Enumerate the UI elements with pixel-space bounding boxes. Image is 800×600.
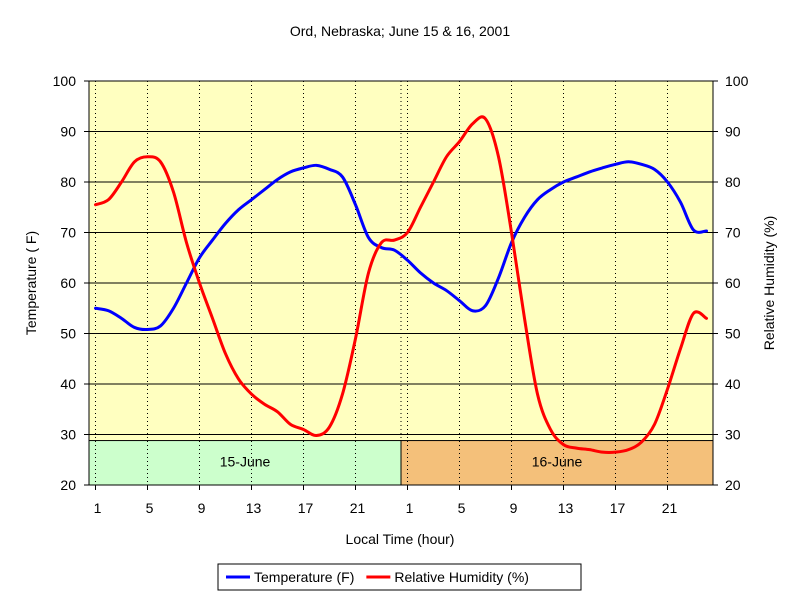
y2-tick-label: 30 — [725, 427, 741, 443]
x-tick-label: 1 — [406, 500, 414, 516]
day-band-label: 15-June — [220, 454, 271, 470]
x-axis-title: Local Time (hour) — [346, 531, 455, 547]
y-tick-label: 90 — [60, 124, 76, 140]
legend: Temperature (F) Relative Humidity (%) — [217, 563, 582, 591]
y2-tick-label: 50 — [725, 326, 741, 342]
x-tick-label: 21 — [662, 500, 678, 516]
y-tick-label: 70 — [60, 225, 76, 241]
x-tick-label: 5 — [458, 500, 466, 516]
y-tick-label: 30 — [60, 427, 76, 443]
y2-tick-label: 20 — [725, 477, 741, 493]
legend-box — [217, 563, 582, 591]
y2-tick-label: 80 — [725, 174, 741, 190]
series-line-humidity — [94, 115, 708, 454]
x-tick-label: 21 — [350, 500, 366, 516]
legend-label: Relative Humidity (%) — [394, 569, 529, 585]
y2-tick-label: 60 — [725, 275, 741, 291]
x-tick-label: 13 — [558, 500, 574, 516]
x-tick-label: 13 — [246, 500, 262, 516]
y-tick-label: 100 — [53, 73, 77, 89]
x-tick-label: 17 — [610, 500, 626, 516]
y2-tick-label: 40 — [725, 376, 741, 392]
day-band-label: 16-June — [532, 454, 583, 470]
y2-tick-label: 100 — [725, 73, 749, 89]
y-tick-label: 80 — [60, 174, 76, 190]
y-tick-label: 40 — [60, 376, 76, 392]
day-band — [88, 440, 402, 486]
y-axis-title: Temperature ( F) — [23, 231, 39, 335]
y-tick-label: 60 — [60, 275, 76, 291]
series-line-temperature — [94, 160, 708, 332]
x-tick-label: 9 — [198, 500, 206, 516]
y-tick-label: 50 — [60, 326, 76, 342]
x-tick-label: 1 — [94, 500, 102, 516]
y2-tick-label: 90 — [725, 124, 741, 140]
x-tick-label: 9 — [510, 500, 518, 516]
x-tick-label: 5 — [146, 500, 154, 516]
x-tick-label: 17 — [298, 500, 314, 516]
y2-axis-title: Relative Humidity (%) — [761, 216, 777, 351]
legend-label: Temperature (F) — [254, 569, 354, 585]
y-tick-label: 20 — [60, 477, 76, 493]
y2-tick-label: 70 — [725, 225, 741, 241]
chart-title: Ord, Nebraska; June 15 & 16, 2001 — [290, 23, 510, 39]
